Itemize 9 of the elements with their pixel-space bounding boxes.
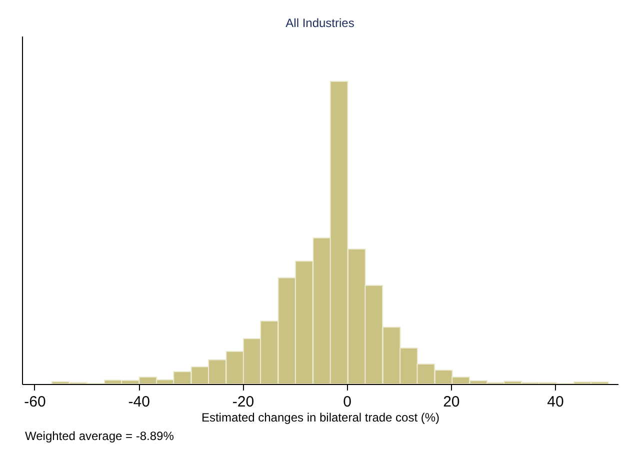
- chart-title: All Industries: [286, 16, 354, 30]
- x-tick-label: 40: [547, 394, 564, 410]
- x-tick-label: -20: [232, 394, 254, 410]
- x-tick-label: -60: [24, 394, 46, 410]
- x-tick-label: 20: [443, 394, 460, 410]
- text: Weighted average = -8.89%: [25, 429, 174, 443]
- x-axis-title: Estimated changes in bilateral trade cost (%): [201, 410, 440, 424]
- x-tick-label: 0: [343, 394, 352, 410]
- x-tick-label: -40: [128, 394, 150, 410]
